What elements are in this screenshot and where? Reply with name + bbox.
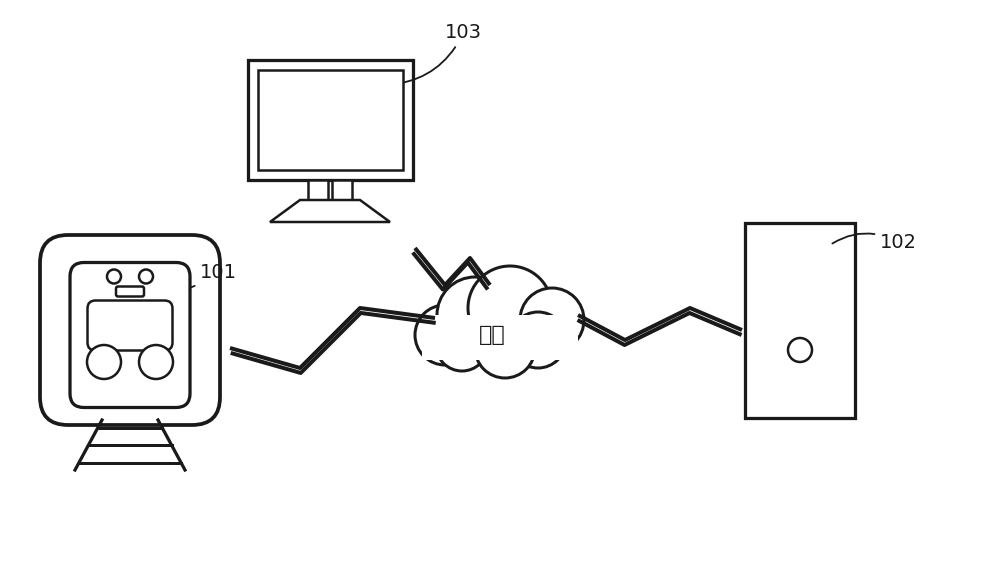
Circle shape: [139, 270, 153, 284]
Circle shape: [510, 312, 566, 368]
Bar: [258, 70, 402, 170]
Circle shape: [139, 345, 173, 379]
Text: 103: 103: [388, 23, 482, 85]
Circle shape: [437, 277, 513, 353]
Circle shape: [436, 319, 488, 371]
FancyBboxPatch shape: [70, 262, 190, 408]
Text: 101: 101: [77, 263, 237, 296]
FancyBboxPatch shape: [88, 301, 173, 351]
Circle shape: [475, 318, 535, 378]
Circle shape: [436, 319, 488, 371]
Bar: [422, 315, 578, 360]
Circle shape: [475, 318, 535, 378]
Bar: [332, 180, 352, 200]
Circle shape: [415, 305, 475, 365]
Bar: [308, 180, 328, 200]
Bar: [248, 60, 413, 180]
Polygon shape: [270, 200, 390, 222]
Circle shape: [520, 288, 584, 352]
Text: 网络: 网络: [479, 325, 505, 345]
Circle shape: [415, 305, 475, 365]
Circle shape: [788, 338, 812, 362]
Circle shape: [510, 312, 566, 368]
FancyBboxPatch shape: [116, 286, 144, 297]
Bar: [745, 223, 855, 417]
Circle shape: [468, 266, 552, 350]
Circle shape: [437, 277, 513, 353]
FancyBboxPatch shape: [40, 235, 220, 425]
Circle shape: [468, 266, 552, 350]
Text: 102: 102: [832, 233, 917, 252]
Circle shape: [87, 345, 121, 379]
Circle shape: [520, 288, 584, 352]
Circle shape: [107, 270, 121, 284]
